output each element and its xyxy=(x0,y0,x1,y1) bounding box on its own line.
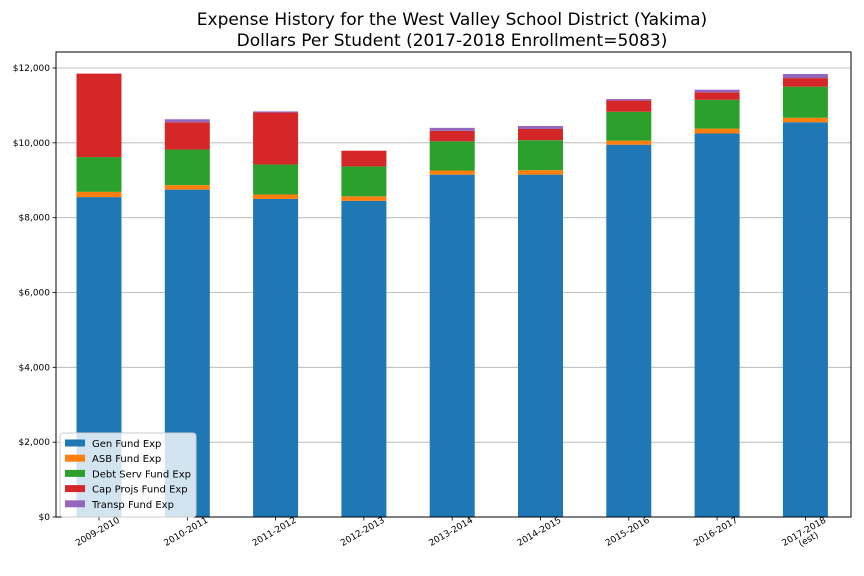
bar-segment-cap-projs-fund-exp xyxy=(429,130,475,142)
x-tick-label-line: 2010-2011 xyxy=(163,516,210,549)
bar-segment-asb-fund-exp xyxy=(429,170,475,175)
bar-segment-cap-projs-fund-exp xyxy=(694,92,740,100)
bar-segment-debt-serv-fund-exp xyxy=(429,141,475,171)
chart-subtitle: Dollars Per Student (2017-2018 Enrollmen… xyxy=(237,31,668,51)
bar-segment-debt-serv-fund-exp xyxy=(606,111,652,141)
bar-segment-cap-projs-fund-exp xyxy=(782,78,828,87)
x-tick-label-line: 2013-2014 xyxy=(427,516,475,549)
legend-swatch xyxy=(65,500,85,508)
bar-segment-cap-projs-fund-exp xyxy=(606,100,652,112)
x-tick-label-line: 2016-2017 xyxy=(692,516,739,549)
x-tick-label: 2011-2012 xyxy=(251,516,298,549)
bar-segment-transp-fund-exp xyxy=(782,73,828,79)
bar-segment-asb-fund-exp xyxy=(694,128,740,134)
legend-swatch xyxy=(65,469,85,477)
y-axis: $0 $2,000 $4,000 $6,000 $8,000 $10,000 $12,000 xyxy=(13,64,56,523)
bar-segment-transp-fund-exp xyxy=(518,125,563,129)
x-tick-label: 2009-2010 xyxy=(74,516,122,549)
bar-segment-asb-fund-exp xyxy=(518,170,563,175)
y-tick-label: $10,000 xyxy=(13,139,50,149)
bar-segment-debt-serv-fund-exp xyxy=(253,164,299,195)
bar-segment-cap-projs-fund-exp xyxy=(253,112,299,165)
x-axis: 2009-2010 2010-2011 2011-2012 2012-2013 2013… xyxy=(74,516,833,557)
bar-segment-transp-fund-exp xyxy=(694,89,740,93)
legend-box xyxy=(59,432,197,518)
bar-segment-cap-projs-fund-exp xyxy=(76,73,122,158)
legend: Gen Fund Exp ASB Fund Exp Debt Serv Fund E… xyxy=(59,432,197,518)
bar-segment-asb-fund-exp xyxy=(76,191,122,198)
bar-segment-asb-fund-exp xyxy=(341,196,387,201)
bar-segment-debt-serv-fund-exp xyxy=(341,166,387,197)
y-tick-label: $0 xyxy=(39,513,51,523)
bar-segment-gen-fund-exp xyxy=(694,133,740,517)
bar-segment-debt-serv-fund-exp xyxy=(782,86,828,118)
legend-label: Debt Serv Fund Exp xyxy=(92,469,191,480)
bar-segment-debt-serv-fund-exp xyxy=(164,149,210,186)
bar-segment-transp-fund-exp xyxy=(429,127,475,131)
bar-segment-gen-fund-exp xyxy=(429,174,475,517)
x-tick-label-line: 2011-2012 xyxy=(251,516,298,549)
x-tick-label: 2013-2014 xyxy=(427,516,475,549)
bar-segment-debt-serv-fund-exp xyxy=(694,99,740,129)
bar-segment-asb-fund-exp xyxy=(253,194,299,199)
legend-swatch xyxy=(65,454,85,462)
x-tick-label-line: 2014-2015 xyxy=(516,516,563,549)
legend-label: ASB Fund Exp xyxy=(92,454,161,465)
y-tick-label: $8,000 xyxy=(19,214,51,224)
y-tick-label: $6,000 xyxy=(19,289,51,299)
x-tick-label: 2012-2013 xyxy=(339,516,386,549)
bar-segment-gen-fund-exp xyxy=(606,144,652,517)
y-tick-label: $4,000 xyxy=(19,363,51,373)
bar-segment-transp-fund-exp xyxy=(606,99,652,101)
x-tick-label: 2010-2011 xyxy=(163,516,210,549)
x-tick-label: 2015-2016 xyxy=(604,516,652,549)
x-tick-label-line: 2015-2016 xyxy=(604,516,652,549)
bar-segment-gen-fund-exp xyxy=(518,174,563,517)
bar-segment-asb-fund-exp xyxy=(164,185,210,190)
chart-title: Expense History for the West Valley Scho… xyxy=(197,10,707,30)
legend-swatch xyxy=(65,439,85,447)
legend-label: Transp Fund Exp xyxy=(91,500,174,511)
legend-label: Cap Projs Fund Exp xyxy=(92,485,188,496)
x-tick-label-line: 2012-2013 xyxy=(339,516,386,549)
legend-label: Gen Fund Exp xyxy=(92,439,161,450)
bar-segment-transp-fund-exp xyxy=(253,111,299,113)
plot-frame xyxy=(55,51,852,518)
bar-segment-transp-fund-exp xyxy=(164,119,210,123)
legend-swatch xyxy=(65,485,85,493)
bar-segment-cap-projs-fund-exp xyxy=(164,122,210,150)
bars xyxy=(76,73,828,518)
bar-segment-gen-fund-exp xyxy=(253,198,299,518)
x-tick-label: 2014-2015 xyxy=(516,516,563,549)
bar-segment-gen-fund-exp xyxy=(341,200,387,517)
bar-segment-cap-projs-fund-exp xyxy=(518,128,563,141)
bar-segment-debt-serv-fund-exp xyxy=(76,157,122,192)
x-tick-label: 2017-2018(est) xyxy=(781,516,833,557)
bar-segment-gen-fund-exp xyxy=(782,122,828,518)
x-tick-label: 2016-2017 xyxy=(692,516,739,549)
bar-segment-asb-fund-exp xyxy=(606,140,652,145)
x-tick-label-line: 2009-2010 xyxy=(74,516,122,549)
y-tick-label: $12,000 xyxy=(13,64,50,74)
bar-segment-cap-projs-fund-exp xyxy=(341,150,387,167)
bar-segment-asb-fund-exp xyxy=(782,117,828,123)
bar-segment-debt-serv-fund-exp xyxy=(518,140,563,171)
y-tick-label: $2,000 xyxy=(19,438,51,448)
